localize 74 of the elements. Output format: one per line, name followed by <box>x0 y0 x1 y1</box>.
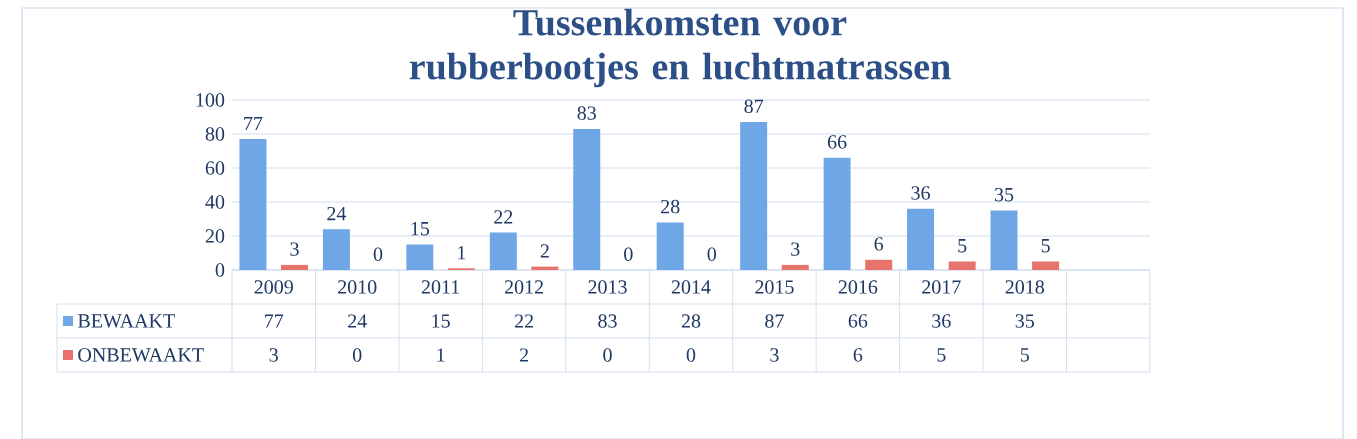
y-tick-label: 20 <box>205 229 225 243</box>
x-tick-label: 2016 <box>838 280 878 294</box>
chart-title: Tussenkomsten voor rubberbootjes en luchtmatrassen <box>409 8 951 88</box>
data-label: 0 <box>352 348 362 362</box>
data-label: 15 <box>432 314 450 328</box>
data-label: 77 <box>265 314 284 328</box>
bar <box>823 157 851 270</box>
bar <box>489 232 517 270</box>
text: 35 <box>994 188 1014 202</box>
bar <box>656 222 684 270</box>
x-tick-label: 2009 <box>254 280 293 294</box>
text: 87 <box>744 99 764 114</box>
bar <box>239 139 267 270</box>
y-tick-label: 40 <box>205 195 225 209</box>
bar <box>406 244 434 270</box>
bar <box>573 128 601 270</box>
data-label: 66 <box>848 314 868 328</box>
text: 15 <box>411 222 430 236</box>
x-tick-label: 2014 <box>671 280 711 294</box>
bar <box>740 122 768 270</box>
text: 36 <box>911 186 930 200</box>
text: 5 <box>958 239 967 253</box>
bar <box>281 264 309 270</box>
text: 22 <box>494 210 513 224</box>
x-tick-label: 2013 <box>588 280 627 294</box>
y-tick-label: 100 <box>196 93 225 107</box>
text: 1 <box>458 246 466 260</box>
data-label: 28 <box>681 314 701 328</box>
text: 0 <box>707 247 717 261</box>
data-label: 22 <box>514 314 533 328</box>
data-label: 87 <box>765 314 784 328</box>
x-tick-label: 2015 <box>755 280 794 294</box>
bar <box>1032 261 1060 270</box>
text: 0 <box>373 247 383 261</box>
x-tick-label: 2018 <box>1005 280 1045 294</box>
bar <box>781 264 809 270</box>
data-label: 6 <box>853 348 863 362</box>
text: 83 <box>577 106 596 120</box>
x-tick-label: 2010 <box>338 280 377 294</box>
text: 77 <box>244 116 263 131</box>
legend-label: ONBEWAAKT <box>78 348 204 362</box>
data-label: 35 <box>1015 314 1034 328</box>
data-label: 2 <box>519 348 528 362</box>
bar <box>990 210 1018 270</box>
bar <box>907 208 935 270</box>
data-label: 5 <box>937 348 946 362</box>
text: 5 <box>1041 239 1050 253</box>
bar <box>322 229 350 270</box>
data-label: 36 <box>932 314 951 328</box>
text: 66 <box>827 135 847 149</box>
data-label: 24 <box>348 314 367 328</box>
text: 24 <box>327 206 347 221</box>
bar <box>865 259 893 270</box>
text: 6 <box>874 237 884 251</box>
text: 2 <box>540 244 549 258</box>
bar <box>948 261 976 270</box>
data-label: 0 <box>686 348 696 362</box>
data-label: 3 <box>770 348 779 362</box>
text: 28 <box>661 199 680 214</box>
y-tick-label: 80 <box>205 127 225 141</box>
text: 3 <box>791 242 800 256</box>
text: 0 <box>624 247 633 261</box>
data-label: 83 <box>598 314 617 328</box>
data-label: 3 <box>269 348 278 362</box>
y-tick-label: 0 <box>215 263 225 277</box>
x-tick-label: 2012 <box>504 280 543 294</box>
legend-label: BEWAAKT <box>77 314 175 328</box>
data-label: 0 <box>603 348 612 362</box>
text: 3 <box>290 242 299 256</box>
data-label: 1 <box>437 348 445 362</box>
x-tick-label: 2011 <box>421 280 460 294</box>
data-label: 5 <box>1020 348 1029 362</box>
x-tick-label: 2017 <box>922 280 961 294</box>
y-tick-label: 60 <box>205 161 225 175</box>
